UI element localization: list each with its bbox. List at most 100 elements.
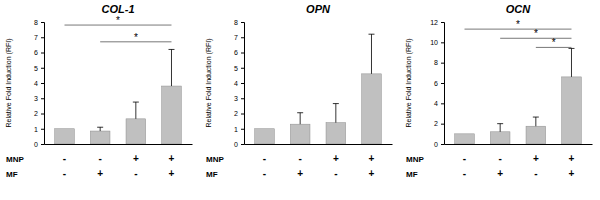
condition-level: + — [369, 153, 375, 164]
condition-level: + — [169, 168, 175, 179]
bar — [362, 74, 382, 144]
y-tick-label: 0 — [434, 141, 438, 148]
condition-level: - — [134, 168, 137, 179]
y-tick-label: 12 — [430, 19, 438, 26]
y-axis: 0 1 2 3 4 5 6 7 8 — [234, 19, 244, 148]
y-tick-mark — [241, 83, 244, 84]
error-bar-cap — [333, 103, 339, 104]
bar — [326, 123, 346, 144]
y-tick: 1 — [34, 125, 44, 132]
y-tick-label: 4 — [234, 80, 238, 87]
bar — [126, 119, 146, 144]
y-tick: 4 — [234, 80, 244, 87]
y-tick-mark — [41, 53, 44, 54]
y-tick: 7 — [34, 34, 44, 41]
condition-level: - — [463, 168, 466, 179]
y-tick: 8 — [234, 19, 244, 26]
y-tick: 7 — [234, 34, 244, 41]
y-tick-label: 1 — [34, 125, 38, 132]
bar — [455, 134, 475, 144]
y-tick: 6 — [434, 80, 444, 87]
y-tick-label: 3 — [234, 95, 238, 102]
y-tick-mark — [41, 37, 44, 38]
y-tick: 3 — [234, 95, 244, 102]
error-bar-stem — [135, 102, 136, 119]
error-bar — [533, 117, 539, 126]
bar — [90, 131, 110, 144]
condition-level: - — [498, 153, 501, 164]
y-axis-title: Relative Fold Induction (RFI) — [205, 38, 213, 127]
condition-level: - — [334, 168, 337, 179]
chart-title: OCN — [506, 3, 532, 15]
y-tick-mark — [441, 42, 444, 43]
bar — [562, 77, 582, 144]
y-tick: 6 — [34, 49, 44, 56]
condition-level: + — [297, 168, 303, 179]
y-tick-mark — [241, 68, 244, 69]
x-axis-line — [245, 144, 393, 145]
error-bar — [368, 34, 374, 74]
y-tick-mark — [41, 22, 44, 23]
y-axis-line — [241, 23, 245, 145]
y-tick-mark — [241, 22, 244, 23]
x-axis-line — [445, 144, 593, 145]
condition-level: - — [298, 153, 301, 164]
bar — [55, 129, 75, 144]
error-bar-cap — [533, 117, 539, 118]
panel: 024681012***OCNRelative Fold Induction (… — [405, 3, 593, 179]
y-tick-label: 2 — [434, 120, 438, 127]
y-tick: 2 — [34, 110, 44, 117]
y-tick-label: 5 — [234, 64, 238, 71]
marks — [255, 34, 382, 144]
error-bar — [133, 102, 139, 119]
plot-area: 012345678** — [34, 15, 192, 148]
y-tick-label: 2 — [34, 110, 38, 117]
y-tick: 5 — [34, 64, 44, 71]
y-tick-mark — [41, 144, 44, 145]
condition-level: + — [97, 168, 103, 179]
x-axis-line — [45, 144, 193, 145]
y-tick-mark — [441, 124, 444, 125]
y-tick-label: 6 — [34, 49, 38, 56]
condition-level: + — [533, 153, 539, 164]
marks — [455, 29, 582, 144]
panel: 012345678OPNRelative Fold Induction (RFI… — [205, 3, 393, 179]
y-tick: 12 — [430, 19, 444, 26]
bar — [290, 124, 310, 144]
y-tick-label: 10 — [430, 39, 438, 46]
significance-label: * — [134, 32, 138, 43]
y-tick: 1 — [234, 125, 244, 132]
y-tick-label: 4 — [34, 80, 38, 87]
condition-label: MNP — [406, 155, 424, 164]
y-tick-label: 8 — [34, 19, 38, 26]
y-tick: 4 — [34, 80, 44, 87]
significance-label: * — [516, 19, 520, 30]
y-tick-mark — [41, 129, 44, 130]
y-tick-mark — [241, 114, 244, 115]
y-tick: 0 — [434, 141, 444, 148]
error-bar — [97, 127, 103, 131]
bar — [490, 132, 510, 144]
condition-level: + — [369, 168, 375, 179]
y-tick: 0 — [234, 141, 244, 148]
y-tick: 10 — [430, 39, 444, 46]
marks — [55, 25, 182, 144]
error-bar-stem — [335, 104, 336, 123]
error-bar-cap — [568, 48, 574, 49]
y-tick-label: 6 — [234, 49, 238, 56]
y-tick-label: 1 — [234, 125, 238, 132]
condition-level: + — [497, 168, 503, 179]
error-bar-stem — [171, 49, 172, 86]
condition-level: - — [534, 168, 537, 179]
y-tick: 2 — [234, 110, 244, 117]
condition-level: + — [569, 168, 575, 179]
error-bar — [497, 124, 503, 132]
y-tick-label: 0 — [34, 141, 38, 148]
y-axis-line — [441, 23, 445, 145]
y-tick-mark — [441, 103, 444, 104]
y-tick-mark — [41, 114, 44, 115]
error-bar — [333, 104, 339, 123]
error-bar-stem — [571, 48, 572, 76]
condition-level: + — [133, 153, 139, 164]
bar — [255, 129, 275, 144]
